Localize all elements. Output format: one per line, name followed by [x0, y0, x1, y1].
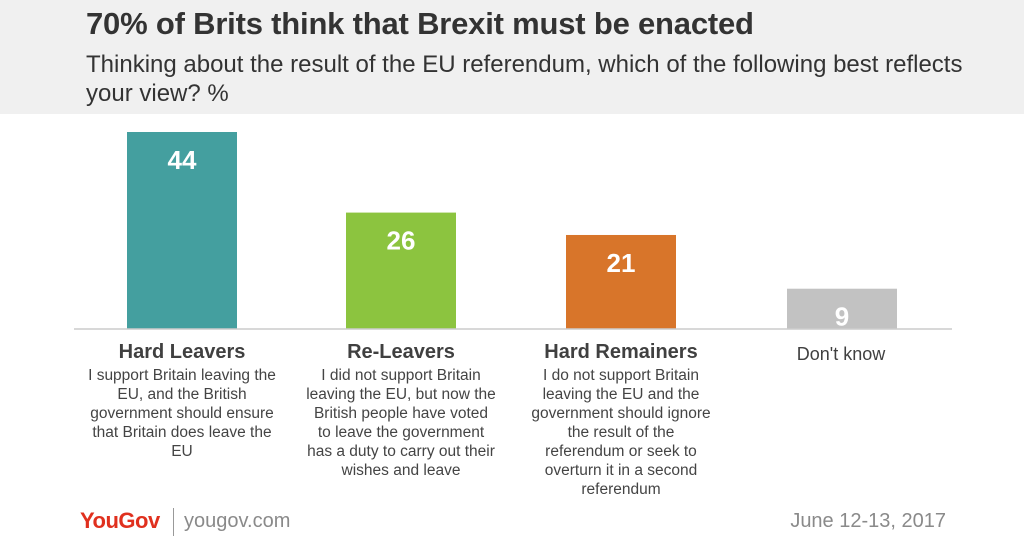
- bar-hard-leavers: [127, 132, 237, 329]
- category-hard-leavers: Hard Leavers I support Britain leaving t…: [87, 340, 277, 461]
- category-description: I did not support Britain leaving the EU…: [306, 367, 496, 479]
- bar-don-t-know: [787, 288, 897, 329]
- bar-chart: 44 26 21 9: [74, 132, 952, 332]
- value-label-don-t-know: 9: [835, 302, 849, 332]
- category-description: I do not support Britain leaving the EU …: [531, 367, 711, 498]
- footer-date: June 12-13, 2017: [790, 510, 946, 532]
- category-name: Re-Leavers: [347, 341, 455, 363]
- footer-divider: [173, 508, 174, 536]
- category-name: Don't know: [796, 344, 886, 364]
- value-labels-group: 44 26 21 9: [168, 145, 850, 332]
- bar-re-leavers: [346, 212, 456, 329]
- footer-site-link[interactable]: yougov.com: [184, 510, 291, 532]
- value-label-re-leavers: 26: [387, 226, 416, 256]
- bars-group: [127, 132, 897, 329]
- category-name: Hard Leavers: [118, 341, 246, 363]
- header-band: 70% of Brits think that Brexit must be e…: [0, 0, 1024, 114]
- category-hard-remainers: Hard Remainers I do not support Britain …: [526, 340, 716, 499]
- yougov-logo: YouGov: [80, 508, 160, 533]
- value-label-hard-leavers: 44: [168, 145, 197, 175]
- value-label-hard-remainers: 21: [607, 248, 636, 278]
- chart-title: 70% of Brits think that Brexit must be e…: [86, 6, 754, 41]
- category-dont-know: Don't know: [746, 342, 936, 366]
- chart-subtitle: Thinking about the result of the EU refe…: [86, 51, 963, 107]
- bar-hard-remainers: [566, 234, 676, 329]
- category-re-leavers: Re-Leavers I did not support Britain lea…: [306, 340, 496, 480]
- category-description: I support Britain leaving the EU, and th…: [88, 367, 276, 460]
- category-name: Hard Remainers: [544, 341, 698, 363]
